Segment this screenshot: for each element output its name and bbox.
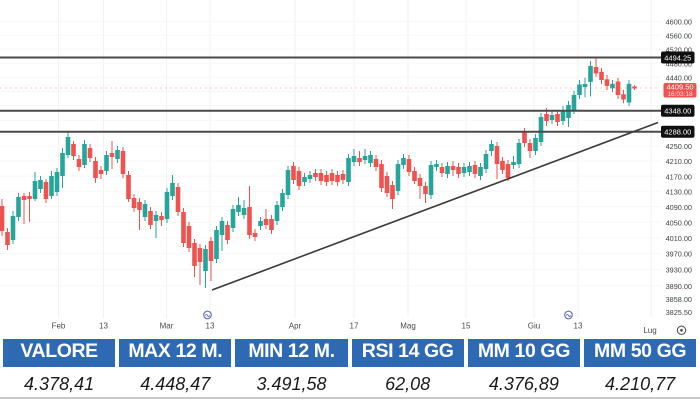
svg-text:4250.00: 4250.00 [666,142,692,151]
svg-text:13: 13 [574,322,583,331]
svg-text:13: 13 [206,322,215,331]
svg-text:4480.00: 4480.00 [666,60,692,69]
svg-text:17: 17 [350,322,359,331]
svg-text:Lug: Lug [643,326,656,335]
svg-text:4440.00: 4440.00 [666,73,692,82]
svg-text:4210.00: 4210.00 [666,157,692,166]
svg-text:4494.25: 4494.25 [664,53,691,62]
svg-text:Giu: Giu [528,322,540,331]
svg-text:4130.00: 4130.00 [666,188,692,197]
svg-text:Mag: Mag [400,322,416,331]
svg-text:4409.50: 4409.50 [666,82,693,91]
svg-text:3970.00: 3970.00 [666,250,692,259]
svg-text:Mar: Mar [160,322,174,331]
svg-text:4090.00: 4090.00 [666,203,692,212]
svg-text:4348.00: 4348.00 [664,107,691,116]
svg-text:15: 15 [462,322,471,331]
svg-text:16:03:18: 16:03:18 [667,91,693,98]
svg-text:4520.00: 4520.00 [666,45,692,54]
svg-text:13: 13 [99,322,108,331]
svg-text:4050.00: 4050.00 [666,218,692,227]
svg-text:4288.00: 4288.00 [664,128,691,137]
svg-text:4170.00: 4170.00 [666,172,692,181]
svg-text:3858.00: 3858.00 [666,295,692,304]
svg-text:3825.50: 3825.50 [666,308,692,317]
svg-text:4010.00: 4010.00 [666,234,692,243]
svg-text:4600.00: 4600.00 [666,18,692,27]
svg-text:4560.00: 4560.00 [666,31,692,40]
svg-text:Apr: Apr [289,322,302,331]
svg-text:3890.00: 3890.00 [666,282,692,291]
svg-text:Feb: Feb [52,322,66,331]
svg-text:3930.00: 3930.00 [666,266,692,275]
